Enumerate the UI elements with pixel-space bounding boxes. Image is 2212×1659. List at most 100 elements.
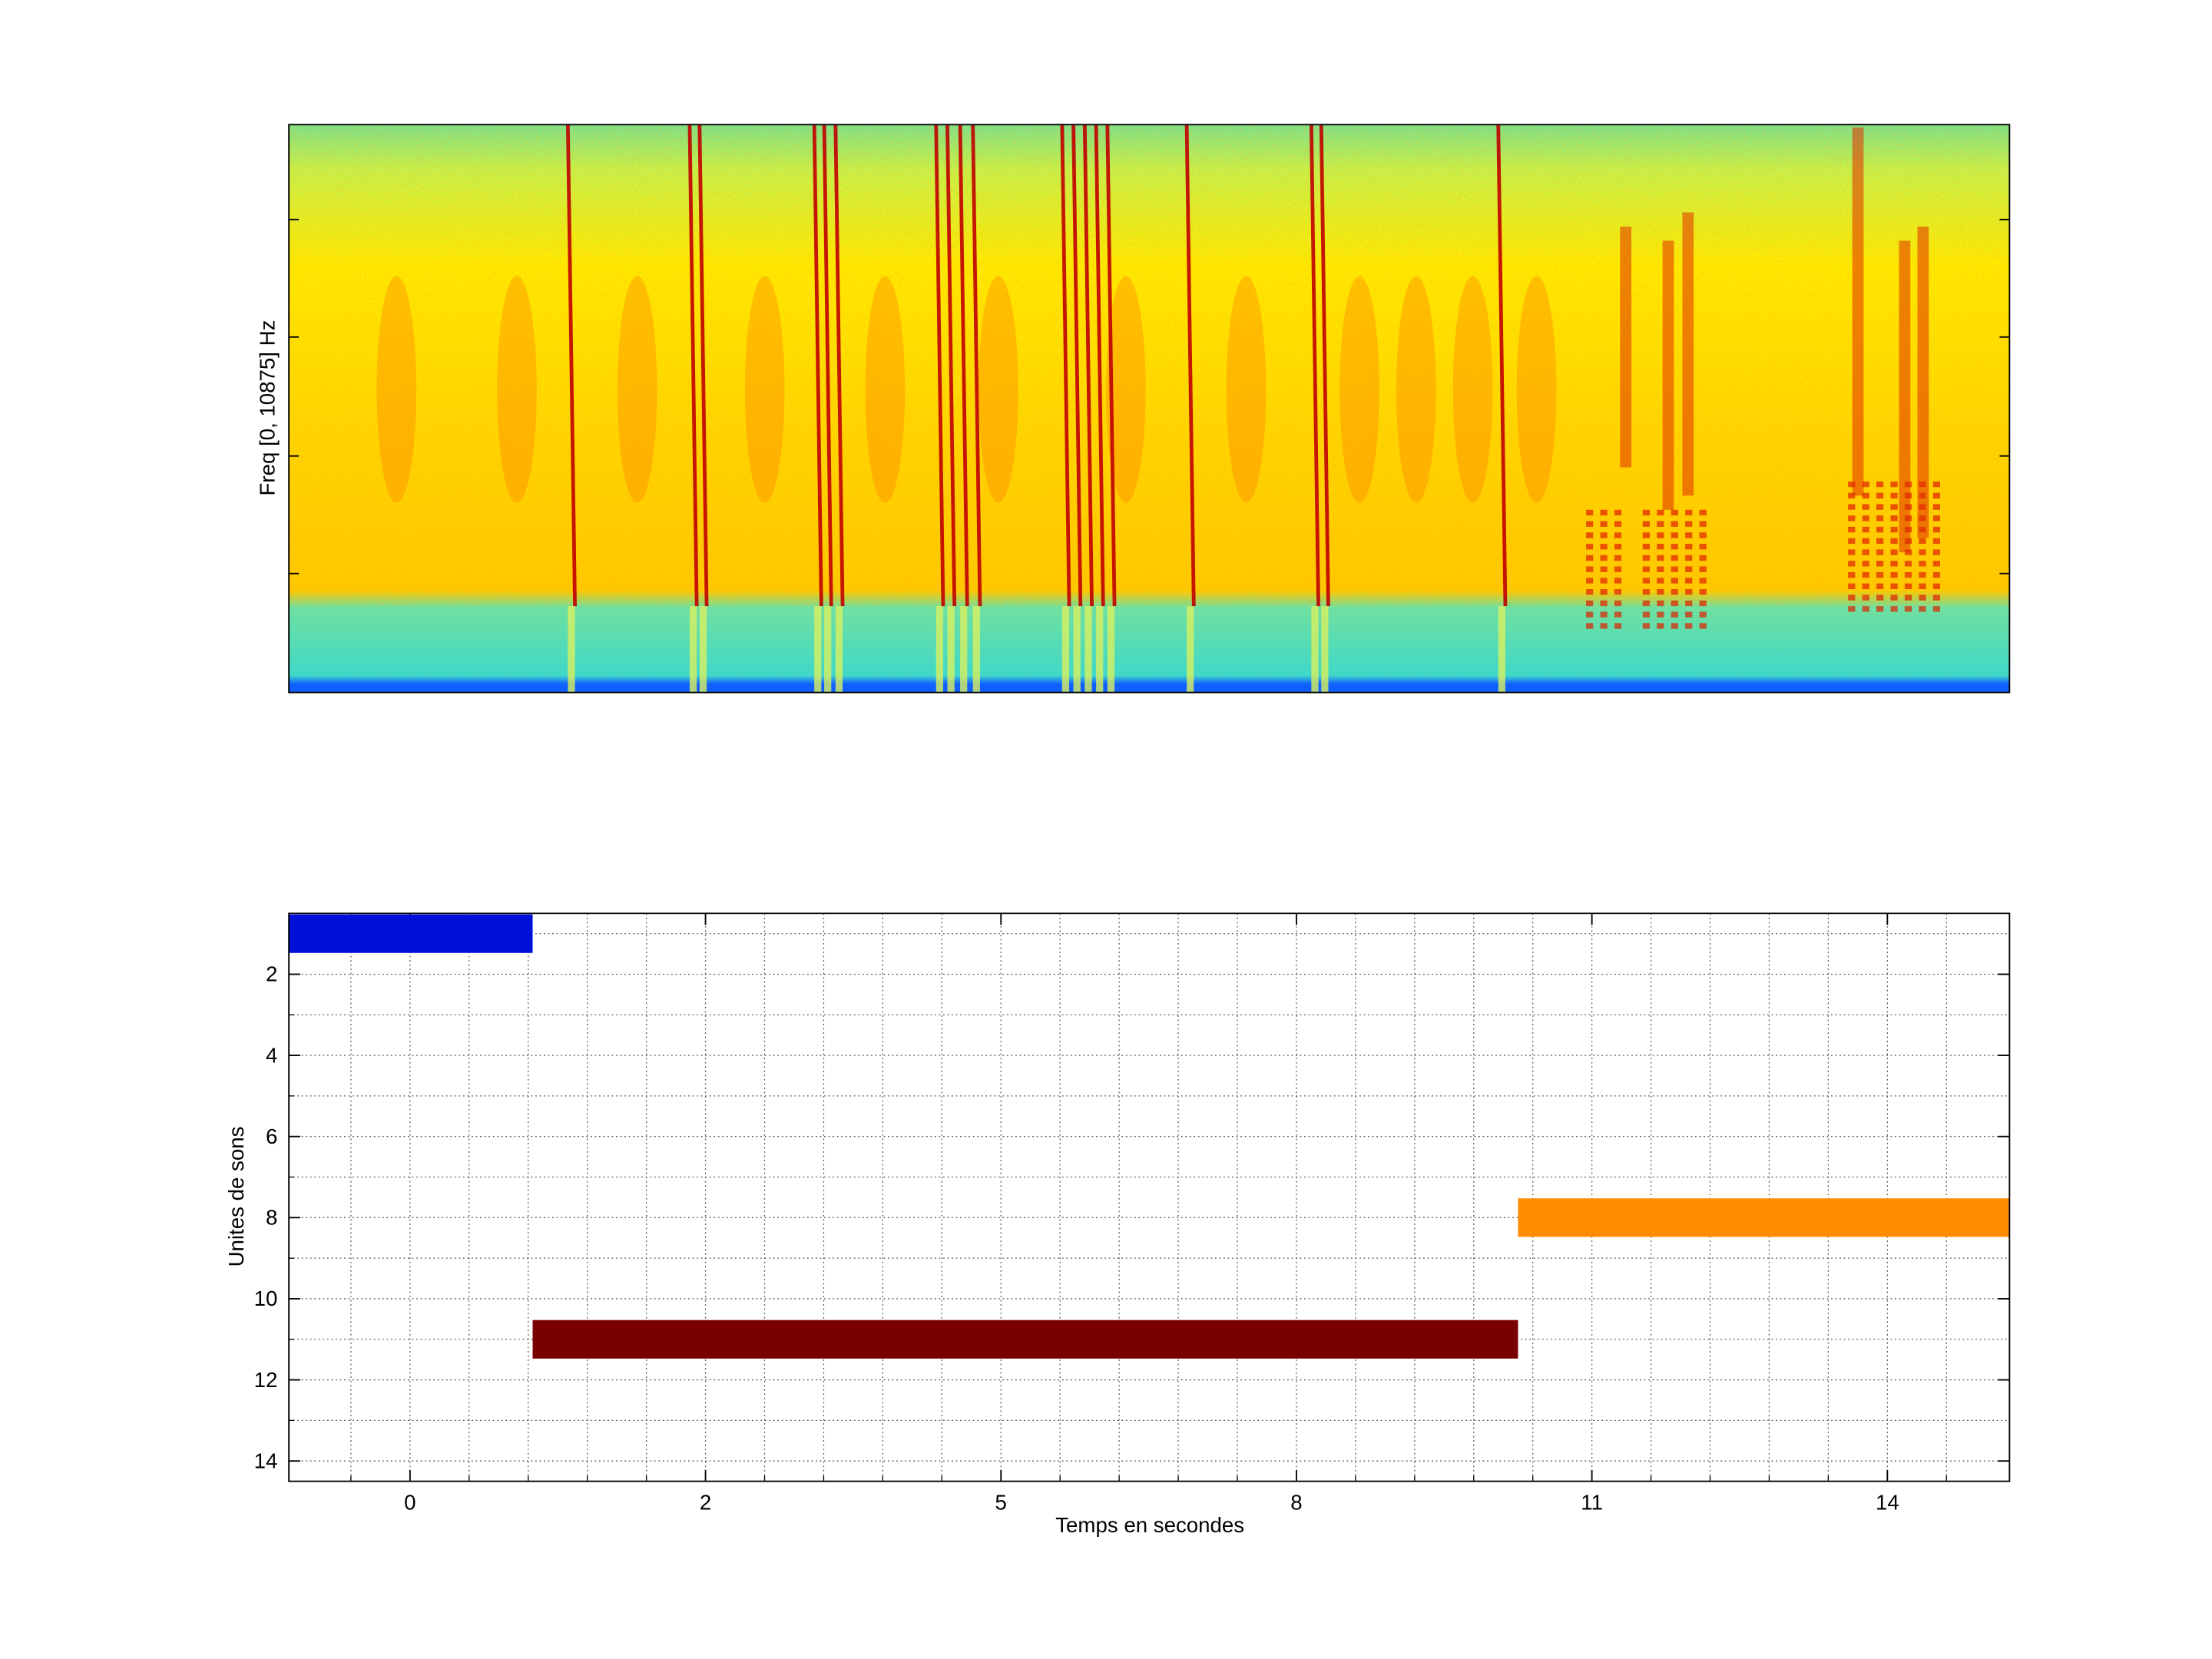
chirp (1699, 566, 1707, 572)
chirp (1671, 521, 1678, 527)
chirp (1586, 555, 1594, 561)
chirp (1919, 606, 1926, 612)
chirp (1699, 578, 1707, 584)
chirp (1614, 566, 1622, 572)
chirp (1614, 555, 1622, 561)
harmonic (1682, 212, 1694, 496)
chirp (1890, 538, 1898, 545)
chirp (1890, 526, 1898, 533)
blob (376, 276, 417, 503)
streak (1060, 124, 1071, 607)
chirp (1685, 544, 1693, 550)
chirp (1932, 504, 1940, 510)
chirp (1890, 561, 1898, 567)
chirp (1932, 571, 1940, 578)
chirp (1685, 589, 1693, 595)
streak (565, 124, 577, 607)
x-tick-label: 11 (1581, 1490, 1603, 1514)
chirp (1685, 623, 1693, 629)
spectrogram (289, 124, 2010, 693)
y-tick-label: 6 (266, 1124, 277, 1148)
chirp (1848, 526, 1856, 533)
chirp (1586, 509, 1594, 516)
streak (812, 124, 823, 607)
chirp (1671, 623, 1678, 629)
chirp (1904, 571, 1912, 578)
chirp (1699, 600, 1707, 607)
chirp (1699, 623, 1707, 629)
blob (1516, 276, 1557, 503)
chirp (1919, 571, 1926, 578)
chirp (1876, 538, 1884, 545)
streak-base (1061, 606, 1070, 693)
chirp (1586, 578, 1594, 584)
chirp (1699, 521, 1707, 527)
streak (697, 124, 709, 607)
chirp (1600, 611, 1608, 618)
chirp (1657, 521, 1664, 527)
streak (1319, 124, 1330, 607)
chirp (1699, 544, 1707, 550)
streak-base (1187, 606, 1194, 693)
chirp (1685, 509, 1693, 516)
chirp (1614, 532, 1622, 538)
chirp (1699, 532, 1707, 538)
blob (497, 276, 537, 503)
chirp (1699, 555, 1707, 561)
segment-bar (289, 914, 533, 953)
blob (744, 276, 785, 503)
streak-base (699, 606, 707, 693)
chirp (1876, 481, 1884, 488)
streak (945, 124, 957, 607)
chirp (1685, 555, 1693, 561)
chirp (1614, 521, 1622, 527)
chirp (1642, 532, 1651, 538)
x-tick-label: 14 (1876, 1490, 1899, 1514)
chirp (1919, 594, 1926, 601)
chirp (1904, 561, 1912, 567)
chirp (1671, 532, 1678, 538)
chirp (1876, 504, 1884, 510)
chirp (1932, 561, 1940, 567)
segment-bar (532, 1320, 1518, 1359)
chirp (1671, 555, 1678, 561)
chirp (1586, 566, 1594, 572)
chirp (1600, 566, 1608, 572)
blob (1226, 276, 1267, 503)
chirp (1657, 532, 1664, 538)
chirp (1848, 606, 1856, 612)
y-tick-label: 12 (254, 1368, 278, 1392)
chirp (1586, 611, 1594, 618)
chirp (1862, 571, 1869, 578)
streak (1309, 124, 1320, 607)
chirp (1862, 515, 1869, 522)
chirp (1890, 504, 1898, 510)
chirp (1586, 589, 1594, 595)
streak-base (972, 606, 980, 693)
streak (958, 124, 969, 607)
plot-background (289, 913, 2010, 1482)
chirp (1671, 578, 1678, 584)
chirp (1848, 515, 1856, 522)
chirp (1657, 555, 1664, 561)
chirp (1642, 589, 1651, 595)
chirp (1671, 589, 1678, 595)
chirp (1932, 492, 1940, 499)
chirp (1671, 544, 1678, 550)
chirp (1904, 606, 1912, 612)
streak-base (1311, 606, 1319, 693)
chirp (1890, 549, 1898, 555)
streak (822, 124, 833, 607)
segment-bar (1518, 1198, 2010, 1237)
chirp (1919, 583, 1926, 590)
chirp (1600, 578, 1608, 584)
chirp (1848, 594, 1856, 601)
chirp (1657, 578, 1664, 584)
chirp (1862, 538, 1869, 545)
y-tick-label: 14 (254, 1449, 278, 1472)
y-tick-label: 10 (254, 1286, 278, 1310)
chirp (1586, 544, 1594, 550)
spectrogram-frame (288, 124, 2011, 694)
chirp (1657, 623, 1664, 629)
chirp (1876, 583, 1884, 590)
